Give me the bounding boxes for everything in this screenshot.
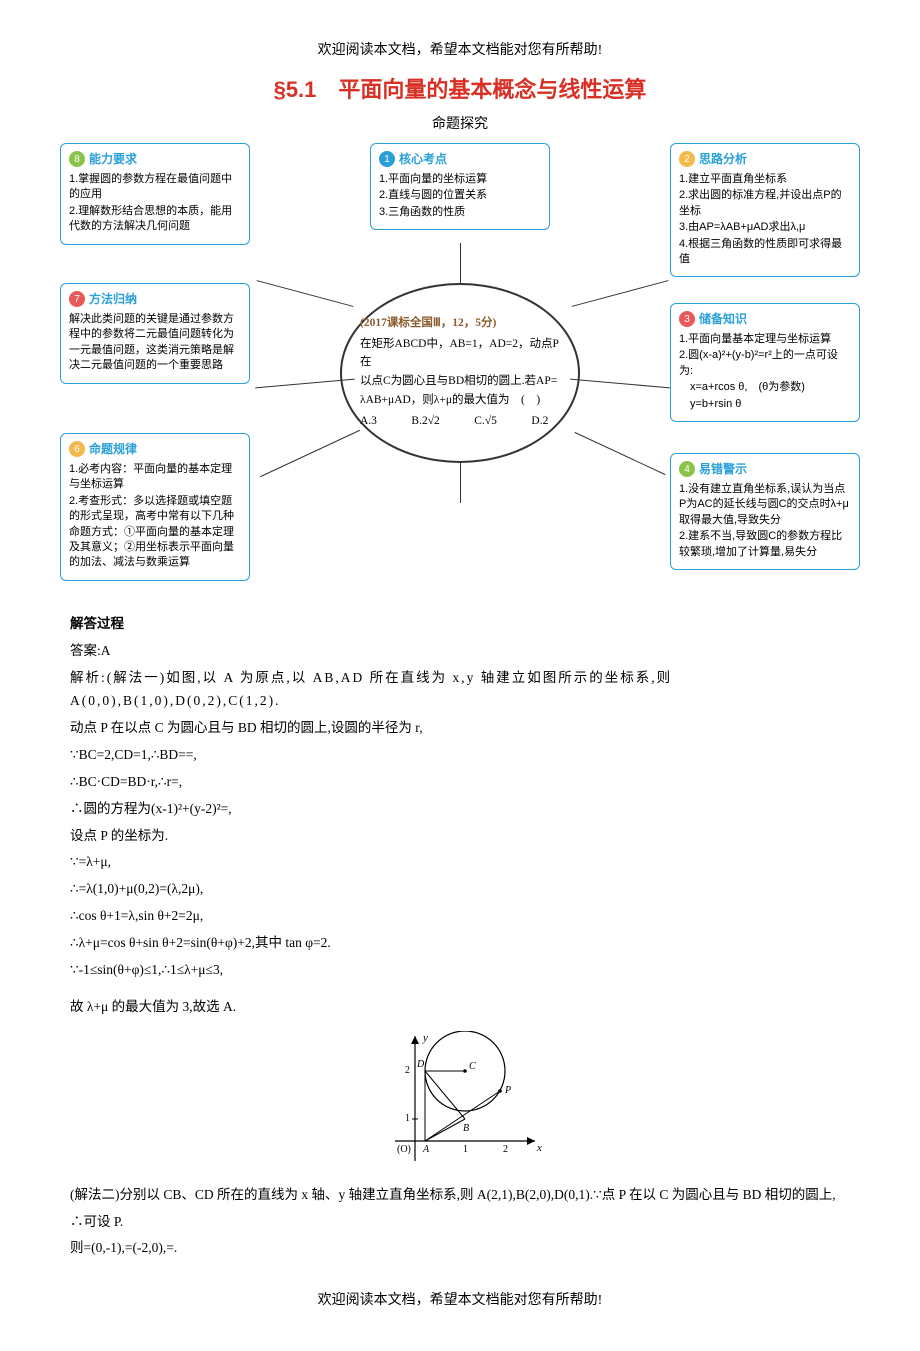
box-title: 易错警示: [699, 460, 747, 478]
solution-line: ∴可设 P.: [70, 1211, 850, 1234]
connector: [257, 280, 354, 307]
solution-line: 动点 P 在以点 C 为圆心且与 BD 相切的圆上,设圆的半径为 r,: [70, 717, 850, 740]
solution-heading: 解答过程: [70, 613, 850, 636]
badge-icon: 7: [69, 291, 85, 307]
connector: [572, 280, 669, 307]
answer-line: 答案:A: [70, 640, 850, 663]
solution-line: (解法二)分别以 CB、CD 所在的直线为 x 轴、y 轴建立直角坐标系,则 A…: [70, 1184, 850, 1207]
box-title: 能力要求: [89, 150, 137, 168]
solution-line: ∵-1≤sin(θ+φ)≤1,∴1≤λ+μ≤3,: [70, 959, 850, 982]
box-line: 2.建系不当,导致圆C的参数方程比较繁琐,增加了计算量,易失分: [679, 529, 851, 560]
greeting-top: 欢迎阅读本文档，希望本文档能对您有所帮助!: [60, 40, 860, 61]
solution-line: 故 λ+μ 的最大值为 3,故选 A.: [70, 996, 850, 1019]
box-title: 思路分析: [699, 150, 747, 168]
box-title: 方法归纳: [89, 290, 137, 308]
badge-icon: 2: [679, 151, 695, 167]
box-title: 核心考点: [399, 150, 447, 168]
solution-line: 则=(0,-1),=(-2,0),=.: [70, 1237, 850, 1260]
box-line: 3.由AP=λAB+μAD求出λ,μ: [679, 220, 851, 235]
box-line: 2.圆(x-a)²+(y-b)²=r²上的一点可设为:: [679, 348, 851, 379]
box-line: 2.考查形式：多以选择题或填空题的形式呈现，高考中常有以下几种命题方式：①平面向…: [69, 494, 241, 571]
box-line: 1.建立平面直角坐标系: [679, 172, 851, 187]
box-line: 2.直线与圆的位置关系: [379, 188, 541, 203]
badge-icon: 8: [69, 151, 85, 167]
connector: [260, 430, 360, 477]
box-header: 1 核心考点: [379, 150, 541, 168]
svg-text:y: y: [422, 1032, 428, 1044]
svg-text:C: C: [469, 1061, 476, 1072]
solution-line: ∴圆的方程为(x-1)²+(y-2)²=,: [70, 798, 850, 821]
center-line: 以点C为圆心且与BD相切的圆上.若AP=: [360, 373, 560, 390]
center-problem: (2017课标全国Ⅲ，12，5分) 在矩形ABCD中，AB=1，AD=2，动点P…: [340, 283, 580, 463]
box-line: 2.求出圆的标准方程,并设出点P的坐标: [679, 188, 851, 219]
box-line: 1.必考内容：平面向量的基本定理与坐标运算: [69, 462, 241, 493]
solution-line: ∴BC·CD=BD·r,∴r=,: [70, 771, 850, 794]
box-knowledge: 3 储备知识 1.平面向量基本定理与坐标运算 2.圆(x-a)²+(y-b)²=…: [670, 303, 860, 422]
badge-icon: 4: [679, 461, 695, 477]
badge-icon: 6: [69, 441, 85, 457]
svg-text:2: 2: [405, 1065, 410, 1076]
box-line: 1.平面向量的坐标运算: [379, 172, 541, 187]
svg-text:P: P: [504, 1085, 511, 1096]
box-warning: 4 易错警示 1.没有建立直角坐标系,误认为当点P为AC的延长线与圆C的交点时λ…: [670, 453, 860, 570]
box-rules: 6 命题规律 1.必考内容：平面向量的基本定理与坐标运算 2.考查形式：多以选择…: [60, 433, 250, 581]
svg-text:1: 1: [405, 1113, 410, 1124]
badge-icon: 1: [379, 151, 395, 167]
box-title: 储备知识: [699, 310, 747, 328]
box-line: 1.掌握圆的参数方程在最值问题中的应用: [69, 172, 241, 203]
box-core-points: 1 核心考点 1.平面向量的坐标运算 2.直线与圆的位置关系 3.三角函数的性质: [370, 143, 550, 230]
box-line: 1.平面向量基本定理与坐标运算: [679, 332, 851, 347]
connector: [460, 463, 461, 503]
solution-line: ∵BC=2,CD=1,∴BD==,: [70, 744, 850, 767]
box-line: 解决此类问题的关键是通过参数方程中的参数将二元最值问题转化为一元最值问题，这类消…: [69, 312, 241, 374]
diagram-svg: x y (O) A B C D P 1: [375, 1031, 545, 1166]
center-options: A.3 B.2√2 C.√5 D.2: [360, 413, 560, 430]
svg-text:A: A: [422, 1144, 430, 1155]
svg-text:D: D: [416, 1059, 425, 1070]
center-header: (2017课标全国Ⅲ，12，5分): [360, 315, 560, 332]
connector: [460, 243, 461, 283]
svg-text:B: B: [463, 1123, 469, 1134]
box-header: 4 易错警示: [679, 460, 851, 478]
solution-line: 设点 P 的坐标为.: [70, 825, 850, 848]
box-line: y=b+rsin θ: [679, 397, 851, 412]
mindmap-container: (2017课标全国Ⅲ，12，5分) 在矩形ABCD中，AB=1，AD=2，动点P…: [60, 143, 860, 603]
svg-text:(O): (O): [397, 1144, 411, 1155]
solution-line: ∴λ+μ=cos θ+sin θ+2=sin(θ+φ)+2,其中 tan φ=2…: [70, 932, 850, 955]
greeting-bottom: 欢迎阅读本文档，希望本文档能对您有所帮助!: [60, 1290, 860, 1311]
box-title: 命题规律: [89, 440, 137, 458]
solution-line: ∴cos θ+1=λ,sin θ+2=2μ,: [70, 905, 850, 928]
box-header: 7 方法归纳: [69, 290, 241, 308]
coordinate-diagram: x y (O) A B C D P 1: [70, 1031, 850, 1172]
box-method: 7 方法归纳 解决此类问题的关键是通过参数方程中的参数将二元最值问题转化为一元最…: [60, 283, 250, 384]
box-header: 3 储备知识: [679, 310, 851, 328]
subtitle: 命题探究: [60, 114, 860, 135]
svg-text:x: x: [536, 1142, 542, 1154]
box-line: 3.三角函数的性质: [379, 205, 541, 220]
box-header: 6 命题规律: [69, 440, 241, 458]
svg-text:1: 1: [463, 1144, 468, 1155]
badge-icon: 3: [679, 311, 695, 327]
box-line: x=a+rcos θ, (θ为参数): [679, 380, 851, 395]
box-line: 1.没有建立直角坐标系,误认为当点P为AC的延长线与圆C的交点时λ+μ取得最大值…: [679, 482, 851, 528]
connector: [574, 432, 665, 475]
box-header: 2 思路分析: [679, 150, 851, 168]
box-analysis: 2 思路分析 1.建立平面直角坐标系 2.求出圆的标准方程,并设出点P的坐标 3…: [670, 143, 860, 277]
center-line: 在矩形ABCD中，AB=1，AD=2，动点P在: [360, 336, 560, 371]
connector: [570, 379, 670, 389]
box-header: 8 能力要求: [69, 150, 241, 168]
box-ability: 8 能力要求 1.掌握圆的参数方程在最值问题中的应用 2.理解数形结合思想的本质…: [60, 143, 250, 245]
solution-line: ∵=λ+μ,: [70, 851, 850, 874]
box-line: 4.根据三角函数的性质即可求得最值: [679, 237, 851, 268]
box-line: 2.理解数形结合思想的本质，能用代数的方法解决几何问题: [69, 204, 241, 235]
svg-text:2: 2: [503, 1144, 508, 1155]
solution-line: 解析:(解法一)如图,以 A 为原点,以 AB,AD 所在直线为 x,y 轴建立…: [70, 667, 850, 713]
solution-section: 解答过程 答案:A 解析:(解法一)如图,以 A 为原点,以 AB,AD 所在直…: [60, 613, 860, 1260]
center-line: λAB+μAD，则λ+μ的最大值为 ( ): [360, 392, 560, 409]
solution-line: ∴=λ(1,0)+μ(0,2)=(λ,2μ),: [70, 878, 850, 901]
section-title: §5.1 平面向量的基本概念与线性运算: [60, 73, 860, 106]
